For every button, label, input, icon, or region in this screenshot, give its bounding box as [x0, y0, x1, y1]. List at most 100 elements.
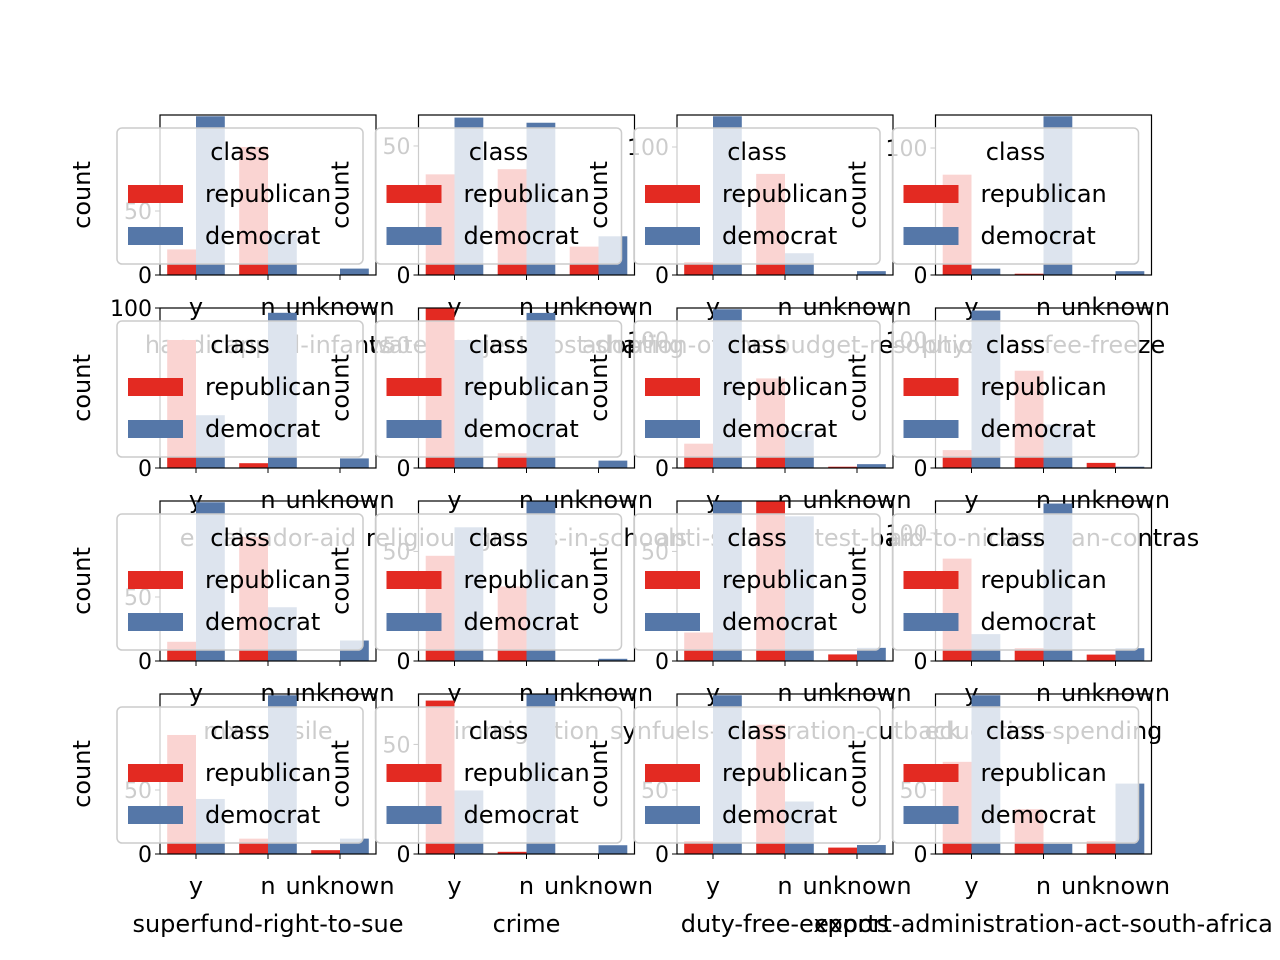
y-tick-label: 0 [914, 843, 928, 868]
legend-title: class [727, 331, 787, 359]
bar-republican-y [684, 841, 713, 854]
legend-title: class [210, 138, 270, 166]
bar-republican-unknown [311, 850, 340, 854]
legend-title: class [469, 524, 529, 552]
y-tick-label: 0 [655, 264, 669, 289]
y-axis-label: count [68, 161, 96, 229]
subplot-1: 050ynunknownhandicapped-infantscountclas… [68, 114, 395, 359]
legend: class republican democrat [374, 320, 623, 458]
legend: class republican democrat [891, 513, 1140, 651]
legend-swatch-democrat [386, 227, 442, 245]
legend: class republican democrat [633, 127, 881, 265]
x-tick-label: unknown [1061, 872, 1170, 900]
legend-label-republican: republican [205, 180, 331, 208]
bar-republican-unknown [1086, 654, 1116, 661]
legend-label-republican: republican [464, 373, 590, 401]
y-tick-label: 0 [397, 650, 411, 675]
bar-republican-unknown [828, 654, 857, 661]
bar-democrat-unknown [340, 458, 369, 468]
legend-swatch-democrat [645, 420, 700, 438]
y-tick-label: 0 [138, 843, 152, 868]
legend-label-democrat: democrat [722, 608, 837, 636]
legend-swatch-republican [645, 571, 700, 589]
x-tick-label: unknown [285, 293, 394, 321]
bar-democrat-unknown [1115, 648, 1145, 661]
y-axis-label: count [844, 161, 872, 229]
legend-label-republican: republican [205, 373, 331, 401]
y-tick-label: 0 [397, 264, 411, 289]
bar-democrat-unknown [1115, 271, 1145, 275]
x-tick-label: unknown [802, 679, 911, 707]
y-tick-label: 0 [655, 650, 669, 675]
legend-swatch-democrat [128, 227, 183, 245]
bar-republican-n [239, 463, 268, 468]
x-tick-label: y [447, 872, 461, 900]
x-tick-label: y [964, 872, 978, 900]
legend: class republican democrat [633, 706, 881, 844]
legend-label-republican: republican [722, 373, 848, 401]
legend-label-democrat: democrat [464, 608, 579, 636]
legend-label-democrat: democrat [722, 801, 837, 829]
bar-republican-n [1014, 273, 1044, 275]
legend-label-democrat: democrat [205, 801, 320, 829]
x-tick-label: unknown [285, 679, 394, 707]
legend-swatch-democrat [128, 613, 183, 631]
x-tick-label: y [706, 872, 720, 900]
legend-title: class [986, 331, 1046, 359]
legend: class republican democrat [116, 127, 364, 265]
x-tick-label: y [189, 872, 203, 900]
bar-democrat-unknown [598, 460, 628, 468]
x-axis-label: superfund-right-to-sue [132, 910, 403, 938]
legend: class republican democrat [374, 706, 623, 844]
y-tick-label: 0 [655, 457, 669, 482]
legend-title: class [469, 717, 529, 745]
subplot-grid: 050ynunknownhandicapped-infantscountclas… [68, 114, 1273, 938]
legend-swatch-republican [386, 185, 442, 203]
legend-swatch-democrat [645, 613, 700, 631]
legend-label-republican: republican [464, 759, 590, 787]
y-axis-label: count [68, 354, 96, 422]
y-axis-label: count [327, 740, 355, 808]
legend-swatch-republican [386, 571, 442, 589]
x-tick-label: n [777, 679, 792, 707]
legend-swatch-democrat [645, 806, 700, 824]
legend-label-democrat: democrat [464, 415, 579, 443]
legend-title: class [210, 524, 270, 552]
bar-democrat-unknown [857, 647, 886, 661]
x-tick-label: unknown [802, 872, 911, 900]
x-axis-label: duty-free-exports [681, 910, 890, 938]
legend: class republican democrat [116, 513, 364, 651]
subplot-15: 050ynunknownduty-free-exportscountclassr… [585, 693, 912, 938]
legend: class republican democrat [116, 320, 364, 458]
bar-democrat-unknown [1115, 466, 1145, 468]
legend-title: class [210, 717, 270, 745]
x-tick-label: unknown [285, 872, 394, 900]
bar-democrat-unknown [340, 268, 369, 275]
legend-label-republican: republican [981, 373, 1107, 401]
legend-swatch-republican [128, 571, 183, 589]
legend-label-republican: republican [981, 759, 1107, 787]
y-axis-label: count [844, 547, 872, 615]
legend-swatch-republican [128, 185, 183, 203]
legend-label-republican: republican [205, 566, 331, 594]
legend-swatch-democrat [386, 613, 442, 631]
legend-swatch-democrat [128, 806, 183, 824]
legend-swatch-democrat [645, 227, 700, 245]
x-tick-label: unknown [544, 486, 653, 514]
y-axis-label: count [327, 354, 355, 422]
y-tick-label: 0 [914, 264, 928, 289]
legend-swatch-republican [903, 764, 959, 782]
x-tick-label: unknown [1061, 679, 1170, 707]
subplot-2: 050ynunknownwater-project-cost-sharingco… [327, 114, 684, 359]
bar-democrat-unknown [598, 658, 628, 661]
legend-swatch-republican [903, 185, 959, 203]
bar-democrat-y [971, 268, 1001, 275]
subplot-6: 050ynunknownreligious-groups-in-schoolsc… [327, 307, 687, 552]
legend-label-democrat: democrat [464, 801, 579, 829]
legend-title: class [469, 331, 529, 359]
legend-label-republican: republican [981, 180, 1107, 208]
y-axis-label: count [585, 547, 613, 615]
legend-swatch-democrat [903, 227, 959, 245]
legend-swatch-republican [128, 378, 183, 396]
